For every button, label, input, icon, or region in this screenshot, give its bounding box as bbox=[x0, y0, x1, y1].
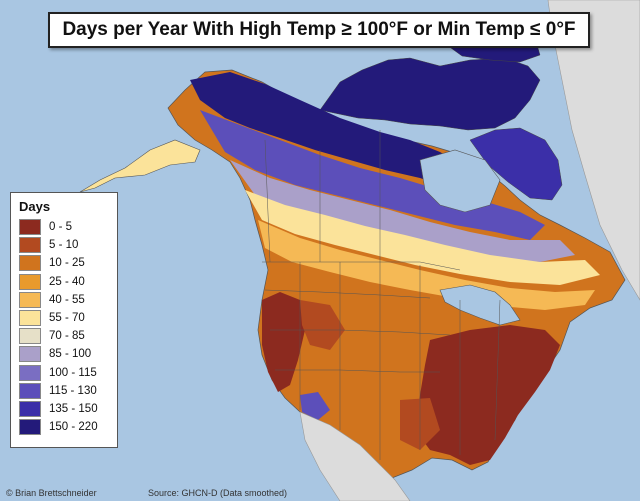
legend-item: 70 - 85 bbox=[19, 327, 111, 345]
band-0-5-west bbox=[262, 292, 305, 392]
legend-label: 85 - 100 bbox=[49, 348, 92, 361]
legend-title: Days bbox=[19, 199, 51, 214]
legend-swatch bbox=[19, 273, 41, 290]
greenland bbox=[547, 0, 640, 301]
arctic-islands bbox=[319, 57, 541, 131]
legend-swatch bbox=[19, 364, 41, 381]
legend-label: 55 - 70 bbox=[49, 312, 85, 325]
legend-label: 115 - 130 bbox=[49, 384, 97, 397]
legend-swatch bbox=[19, 237, 41, 254]
band-5-10-west bbox=[300, 300, 345, 350]
legend-swatch bbox=[19, 219, 41, 236]
boundary-lines bbox=[262, 130, 501, 460]
legend-item: 10 - 25 bbox=[19, 254, 111, 272]
legend-label: 150 - 220 bbox=[49, 421, 98, 434]
legend-item: 55 - 70 bbox=[19, 309, 111, 327]
map-title: Days per Year With High Temp ≥ 100°F or … bbox=[62, 19, 576, 40]
hudson-bay bbox=[419, 149, 501, 213]
author-credit: © Brian Brettschneider bbox=[6, 488, 97, 498]
legend-item: 150 - 220 bbox=[19, 418, 111, 436]
legend-label: 70 - 85 bbox=[49, 330, 85, 343]
band-0-5-southeast bbox=[415, 325, 560, 465]
legend-swatch bbox=[19, 400, 41, 417]
legend-label: 135 - 150 bbox=[49, 402, 98, 415]
band-55-70 bbox=[245, 190, 600, 285]
legend-label: 5 - 10 bbox=[49, 239, 79, 252]
mexico bbox=[299, 411, 411, 501]
legend-item: 0 - 5 bbox=[19, 218, 111, 236]
legend-item: 100 - 115 bbox=[19, 364, 111, 382]
legend-swatch bbox=[19, 419, 41, 436]
legend-item: 85 - 100 bbox=[19, 345, 111, 363]
baffin-island bbox=[469, 127, 563, 201]
legend-item: 40 - 55 bbox=[19, 291, 111, 309]
legend-swatch bbox=[19, 346, 41, 363]
legend-swatch bbox=[19, 328, 41, 345]
band-high-desert bbox=[300, 392, 330, 420]
legend-swatch bbox=[19, 255, 41, 272]
source-credit: Source: GHCN-D (Data smoothed) bbox=[148, 488, 288, 498]
great-lakes bbox=[439, 284, 521, 326]
legend-item: 115 - 130 bbox=[19, 382, 111, 400]
legend-item: 135 - 150 bbox=[19, 400, 111, 418]
legend-item: 5 - 10 bbox=[19, 236, 111, 254]
title-box: Days per Year With High Temp ≥ 100°F or … bbox=[48, 12, 590, 48]
legend-item: 25 - 40 bbox=[19, 273, 111, 291]
legend-swatch bbox=[19, 382, 41, 399]
legend-label: 10 - 25 bbox=[49, 257, 85, 270]
legend-swatch bbox=[19, 291, 41, 308]
legend-label: 40 - 55 bbox=[49, 293, 85, 306]
band-150-220 bbox=[190, 72, 480, 190]
band-40-55 bbox=[258, 220, 595, 310]
legend-label: 100 - 115 bbox=[49, 366, 97, 379]
legend-label: 25 - 40 bbox=[49, 275, 85, 288]
legend-swatch bbox=[19, 310, 41, 327]
legend-label: 0 - 5 bbox=[49, 221, 73, 234]
band-85-100 bbox=[230, 160, 575, 262]
alaska-peninsula bbox=[79, 139, 201, 193]
legend: Days 0 - 5 5 - 10 10 - 25 25 - 40 40 - 5… bbox=[10, 192, 118, 448]
